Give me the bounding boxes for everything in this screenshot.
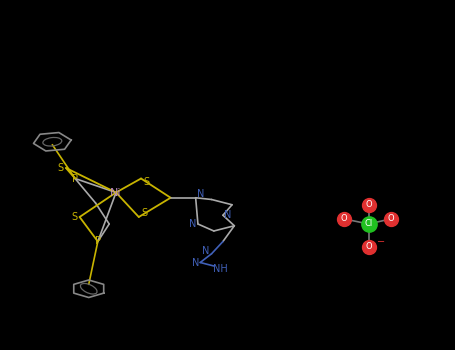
Text: O: O bbox=[340, 214, 347, 223]
Text: Cl: Cl bbox=[364, 219, 373, 229]
Text: O: O bbox=[365, 200, 372, 209]
Text: O: O bbox=[388, 214, 394, 223]
Text: N: N bbox=[192, 258, 199, 267]
Text: S: S bbox=[141, 209, 147, 218]
Text: P: P bbox=[95, 237, 101, 246]
Text: NH: NH bbox=[213, 265, 228, 274]
Text: N: N bbox=[197, 189, 204, 199]
Text: P: P bbox=[72, 174, 78, 183]
Text: S: S bbox=[71, 212, 77, 222]
Text: O: O bbox=[365, 242, 372, 251]
Text: Ni: Ni bbox=[110, 188, 122, 197]
Text: N: N bbox=[224, 210, 231, 220]
Text: S: S bbox=[57, 163, 64, 173]
Text: N: N bbox=[202, 246, 210, 256]
Text: −: − bbox=[377, 237, 385, 246]
Text: S: S bbox=[143, 177, 150, 187]
Text: N: N bbox=[189, 219, 196, 229]
